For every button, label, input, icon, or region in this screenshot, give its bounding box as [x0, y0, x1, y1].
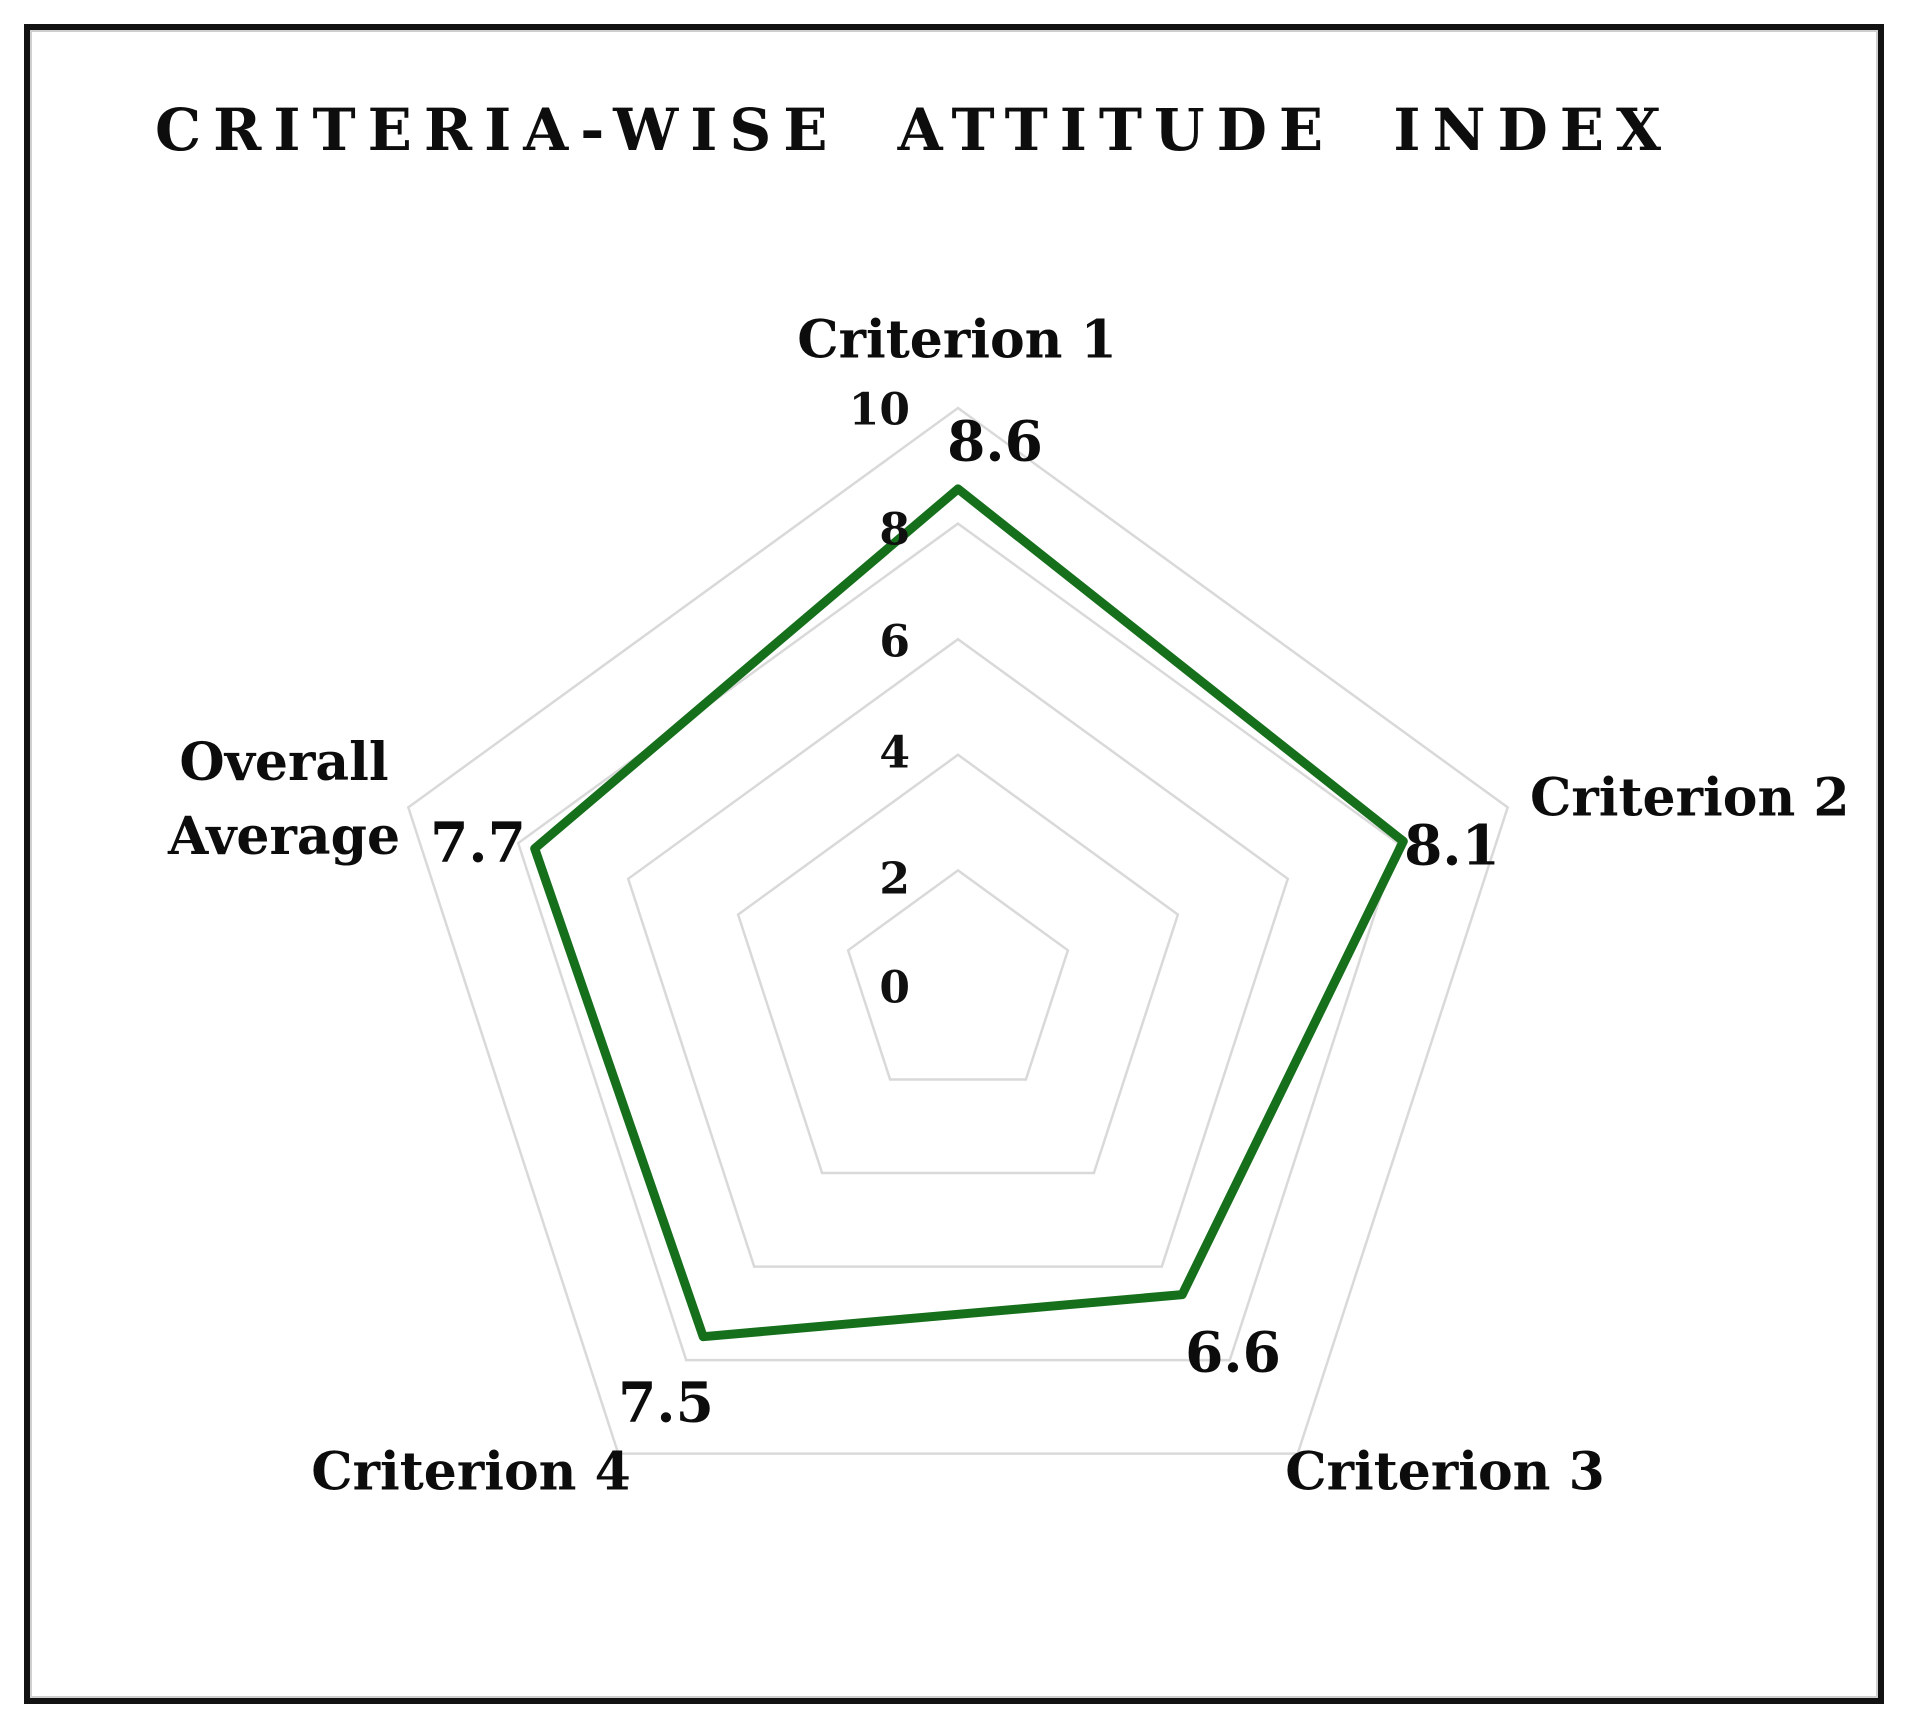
axis-tick-0: 0: [879, 962, 910, 1014]
data-label-criterion-1: 8.6: [947, 408, 1043, 474]
category-label-criterion-1: Criterion 1: [797, 309, 1117, 371]
data-label-overall-average: 7.7: [430, 809, 526, 875]
category-label-overall-average: Overall Average: [167, 732, 401, 867]
grid-rings: [406, 406, 1510, 1455]
category-label-criterion-3: Criterion 3: [1285, 1441, 1605, 1503]
axis-tick-8: 8: [879, 504, 910, 556]
chart-title: CRITERIA-WISE ATTITUDE INDEX: [155, 96, 1673, 164]
data-label-criterion-3: 6.6: [1185, 1319, 1281, 1385]
axis-tick-10: 10: [848, 384, 910, 436]
axis-tick-4: 4: [879, 727, 910, 779]
data-label-criterion-2: 8.1: [1404, 812, 1500, 878]
data-polygon: [530, 484, 1408, 1342]
axis-tick-2: 2: [879, 853, 910, 905]
axis-tick-6: 6: [879, 616, 910, 668]
data-label-criterion-4: 7.5: [618, 1369, 714, 1435]
category-label-criterion-2: Criterion 2: [1530, 767, 1850, 829]
category-label-criterion-4: Criterion 4: [311, 1441, 631, 1503]
